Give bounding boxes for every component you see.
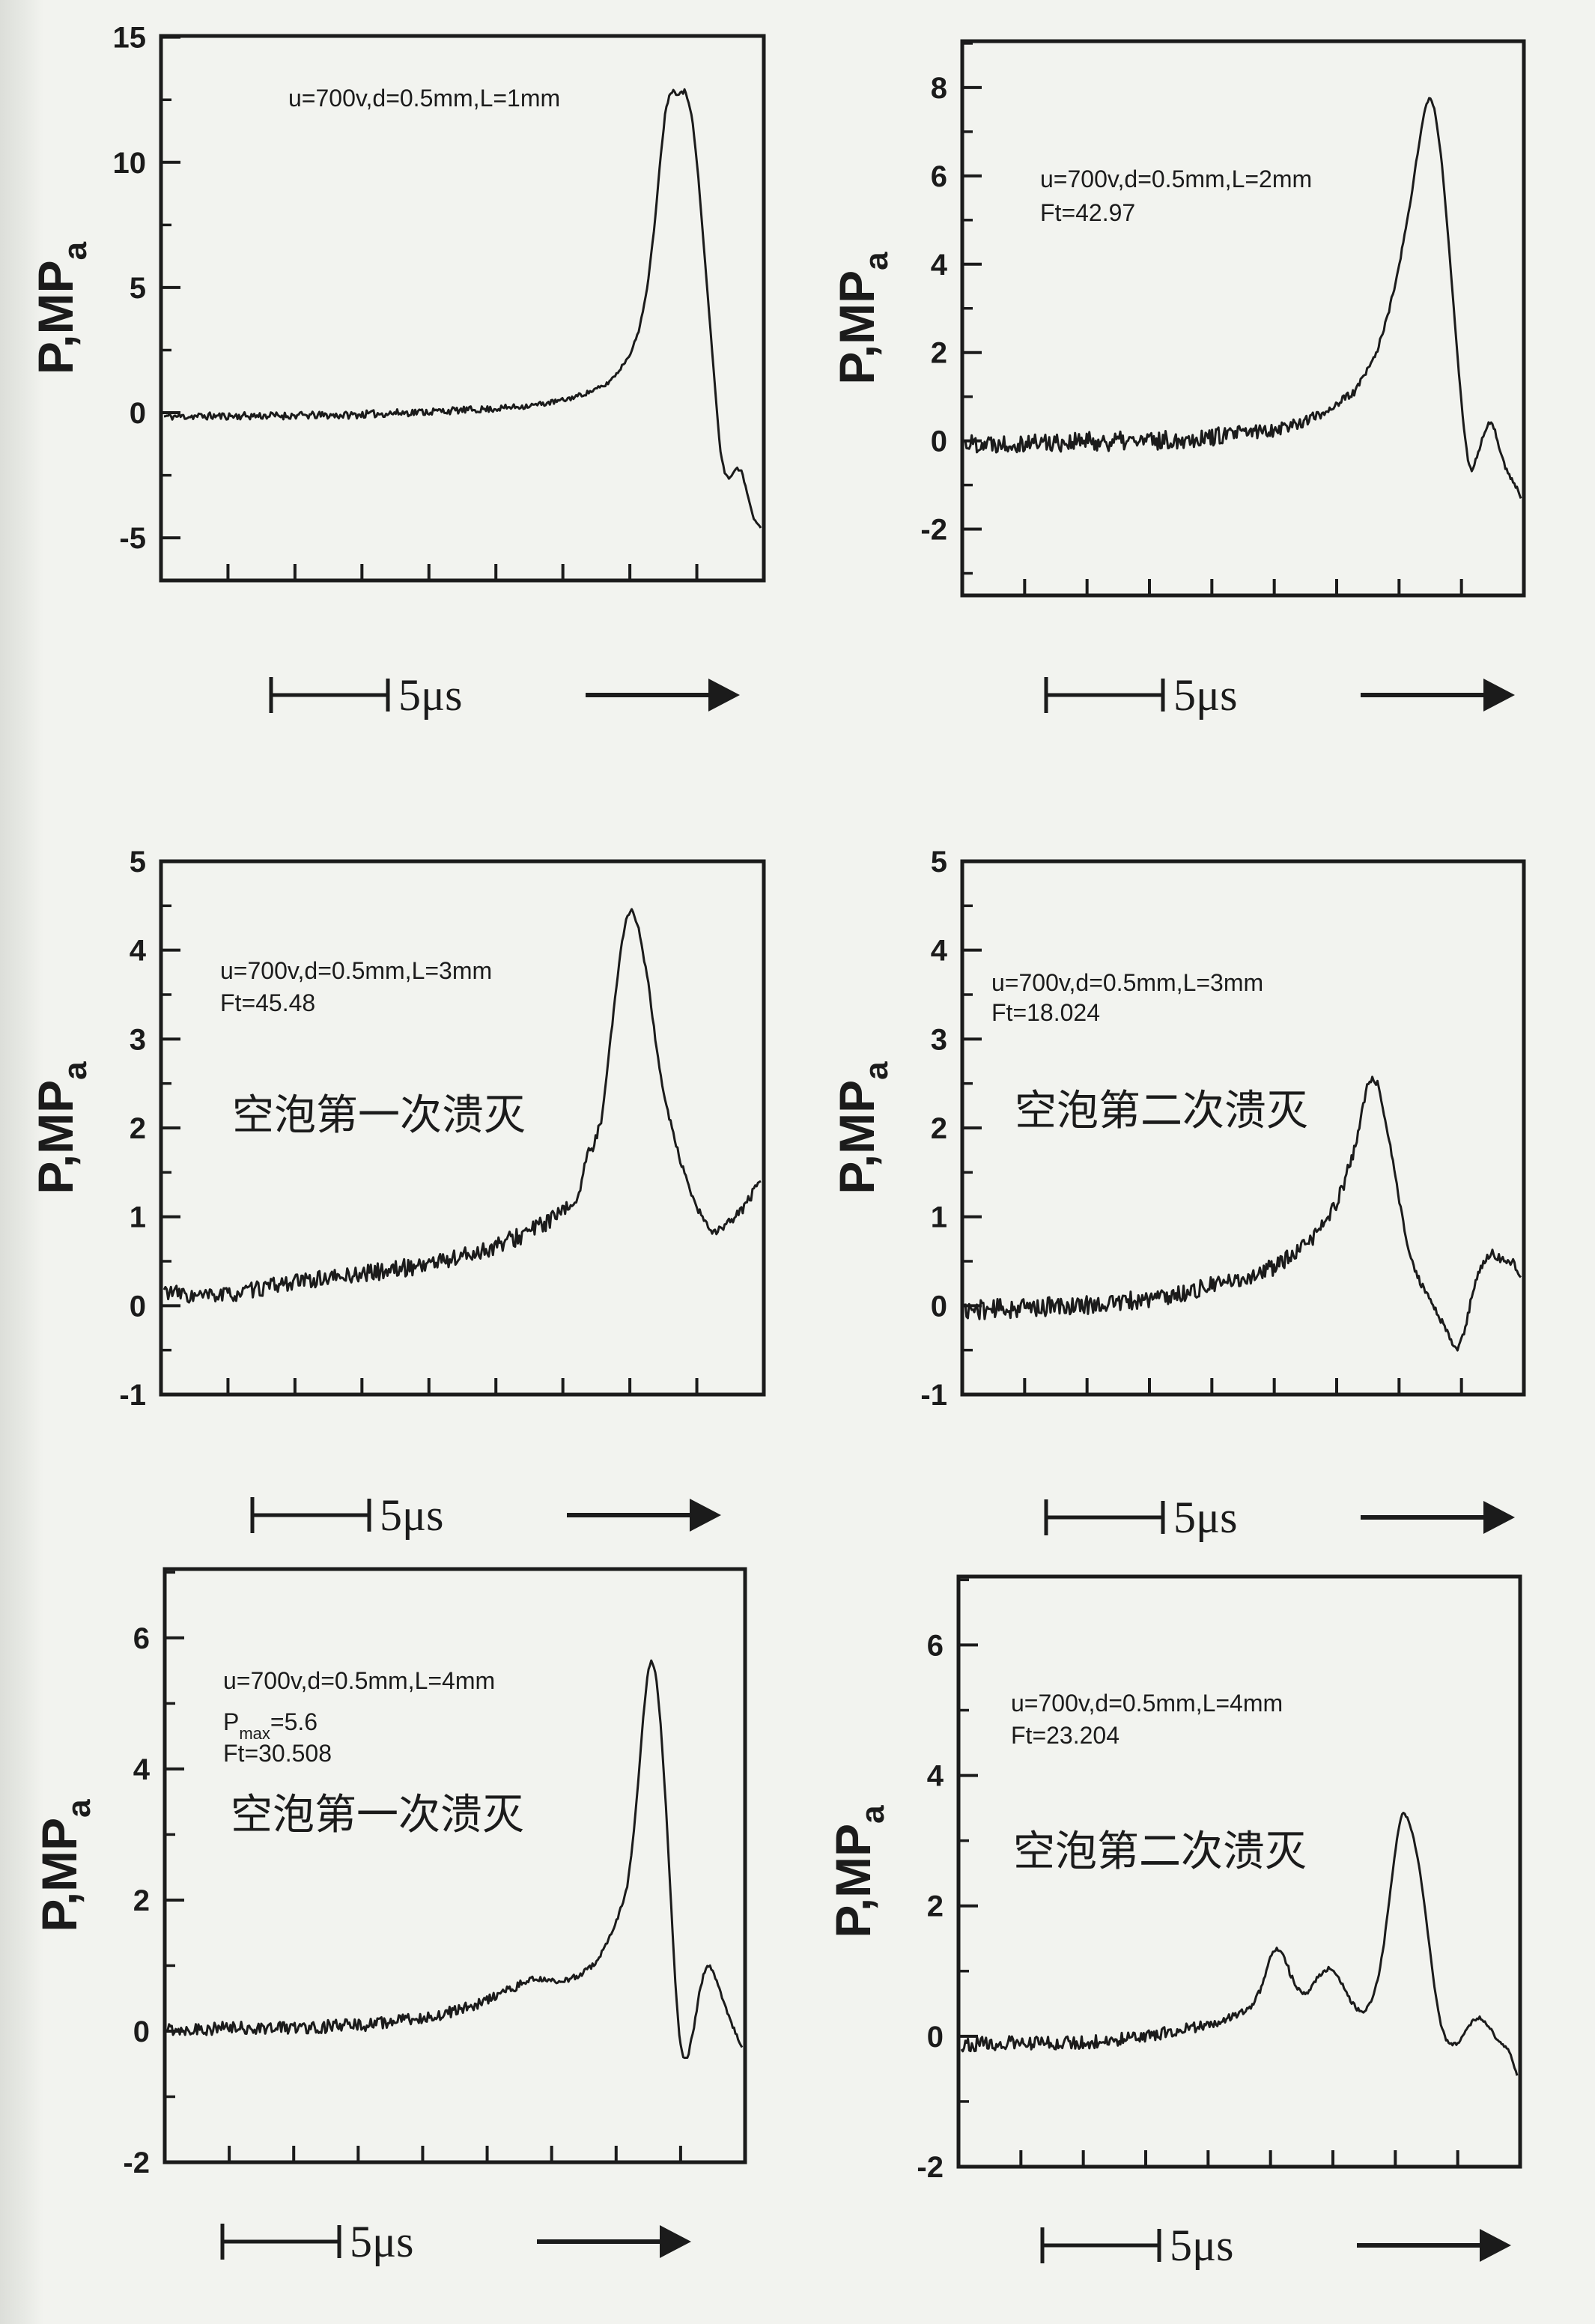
y-tick-label: 4 (133, 1753, 151, 1786)
y-tick-label: -2 (123, 2146, 150, 2179)
scale-ruler-icon (220, 2224, 341, 2260)
cjk-annotation: 空泡第一次溃灭 (232, 1091, 526, 1138)
params-annotation: u=700v,d=0.5mm,L=1mm (288, 85, 560, 112)
params-annotation: Ft=18.024 (991, 999, 1100, 1026)
pressure-chart-L1mm-1: 15 10 5 0 -5 P,MPa u=700v,d=0.5mm,L=1mm (22, 7, 794, 629)
scale-ruler-icon (1044, 1499, 1165, 1535)
y-tick-label: -1 (920, 1379, 947, 1412)
y-axis-label: P,MPa (829, 252, 895, 385)
y-axis-label: P,MPa (28, 241, 94, 374)
pressure-waveform (162, 908, 762, 1304)
y-axis-label: P,MPa (829, 1061, 895, 1195)
y-tick-label: -2 (917, 2151, 944, 2184)
time-direction-arrow-icon (1361, 1501, 1515, 1534)
y-tick-label: 1 (931, 1201, 947, 1234)
time-direction-arrow-icon (1361, 679, 1515, 712)
time-scale-bar: 5μs (243, 1478, 723, 1553)
plot-frame (956, 1574, 1522, 2169)
params-annotation: u=700v,d=0.5mm,L=4mm (223, 1667, 495, 1694)
y-tick-label: 0 (130, 397, 146, 430)
y-tick-label: -5 (119, 522, 146, 555)
y-tick-label: 0 (931, 425, 947, 458)
time-direction-arrow-icon (537, 2225, 691, 2258)
y-tick-label: 4 (931, 935, 948, 968)
pressure-chart-L4mm-first-collapse: 6 4 2 0 -2 P,MPa u=700v,d=0.5mm,L=4mm Pmax=5.6 F… (22, 1543, 794, 2202)
y-tick-label: 2 (133, 1884, 150, 1917)
time-scale-bar: 5μs (1033, 2208, 1513, 2283)
y-tick-label: 5 (931, 846, 947, 879)
y-tick-label: 2 (931, 337, 947, 370)
scale-bar-label: 5μs (380, 1490, 444, 1540)
plot-frame (960, 39, 1526, 598)
y-tick-label: 2 (927, 1890, 944, 1923)
y-tick-label: 4 (130, 935, 147, 968)
y-axis-label: P,MPa (825, 1805, 891, 1938)
y-tick-label: 10 (113, 147, 147, 180)
scale-ruler-icon (269, 677, 390, 713)
pressure-chart-L4mm-second-collapse: 6 4 2 0 -2 P,MPa u=700v,d=0.5mm,L=4mm Ft=23.204… (824, 1543, 1580, 2209)
time-scale-bar: 5μs (1037, 1480, 1516, 1555)
scale-ruler-icon (250, 1497, 371, 1533)
params-annotation: u=700v,d=0.5mm,L=3mm (220, 957, 492, 984)
y-tick-label: 0 (931, 1290, 947, 1323)
params-annotation: u=700v,d=0.5mm,L=4mm (1011, 1690, 1283, 1717)
y-tick-label: 0 (130, 1290, 146, 1323)
y-tick-label: 1 (130, 1201, 146, 1234)
time-scale-bar: 5μs (1037, 658, 1516, 732)
y-tick-label: 4 (931, 249, 948, 282)
time-scale-bar: 5μs (262, 658, 741, 732)
params-annotation: Pmax=5.6 (223, 1708, 318, 1743)
time-direction-arrow-icon (1357, 2229, 1511, 2262)
y-tick-label: 0 (133, 2015, 150, 2048)
y-axis-label: P,MPa (28, 1061, 94, 1195)
params-annotation: Ft=30.508 (223, 1740, 332, 1767)
pressure-chart-L3mm-second-collapse: 5 4 3 2 1 0 -1 P,MPa u=700v,d=0.5mm,L=3mm Ft=18.0… (824, 831, 1580, 1438)
plot-frame (159, 34, 766, 583)
y-tick-label: 5 (130, 272, 146, 305)
pressure-waveform (163, 88, 762, 529)
cjk-annotation: 空泡第一次溃灭 (231, 1791, 524, 1838)
scale-bar-label: 5μs (1173, 1493, 1238, 1542)
y-tick-label: 3 (931, 1023, 947, 1056)
y-tick-label: 5 (130, 846, 146, 879)
params-annotation: Ft=45.48 (220, 989, 315, 1016)
y-tick-label: 6 (927, 1629, 944, 1662)
time-direction-arrow-icon (567, 1499, 721, 1532)
pressure-chart-L3mm-first-collapse: 5 4 3 2 1 0 -1 P,MPa u=700v,d=0.5mm,L=3mm Ft=45.4… (22, 831, 794, 1438)
pressure-waveform (960, 1812, 1519, 2076)
pressure-chart-L2mm: 8 6 4 2 0 -2 P,MPa u=700v,d=0.5mm,L=2mm Ft=42.97 (824, 22, 1580, 637)
y-axis-label: P,MPa (31, 1799, 97, 1932)
params-annotation: u=700v,d=0.5mm,L=3mm (991, 969, 1263, 996)
scale-bar-label: 5μs (1173, 670, 1238, 720)
y-tick-label: 6 (133, 1622, 150, 1655)
y-tick-label: 2 (931, 1112, 947, 1145)
params-annotation: Ft=23.204 (1011, 1722, 1119, 1749)
time-direction-arrow-icon (586, 679, 740, 712)
y-tick-label: 15 (113, 22, 147, 55)
scale-bar-label: 5μs (1170, 2221, 1234, 2270)
pressure-waveform (964, 97, 1522, 499)
y-tick-label: 4 (927, 1760, 944, 1793)
time-scale-bar: 5μs (213, 2204, 693, 2279)
cjk-annotation: 空泡第二次溃灭 (1015, 1087, 1308, 1134)
scan-edge-shadow (0, 0, 43, 2324)
y-tick-label: -1 (119, 1379, 146, 1412)
y-tick-label: -2 (920, 514, 947, 547)
scale-ruler-icon (1044, 677, 1165, 713)
y-tick-label: 6 (931, 160, 947, 193)
y-tick-label: 0 (927, 2021, 944, 2054)
pressure-waveform (166, 1659, 744, 2060)
params-annotation: u=700v,d=0.5mm,L=2mm (1040, 166, 1312, 192)
plot-frame (162, 1567, 747, 2164)
scale-ruler-icon (1040, 2227, 1161, 2263)
y-tick-label: 3 (130, 1023, 146, 1056)
cjk-annotation: 空泡第二次溃灭 (1013, 1827, 1307, 1875)
params-annotation: Ft=42.97 (1040, 199, 1135, 226)
pressure-waveform (964, 1075, 1522, 1352)
y-tick-label: 8 (931, 72, 947, 105)
y-tick-label: 2 (130, 1112, 146, 1145)
scale-bar-label: 5μs (398, 670, 463, 720)
scale-bar-label: 5μs (350, 2217, 414, 2266)
